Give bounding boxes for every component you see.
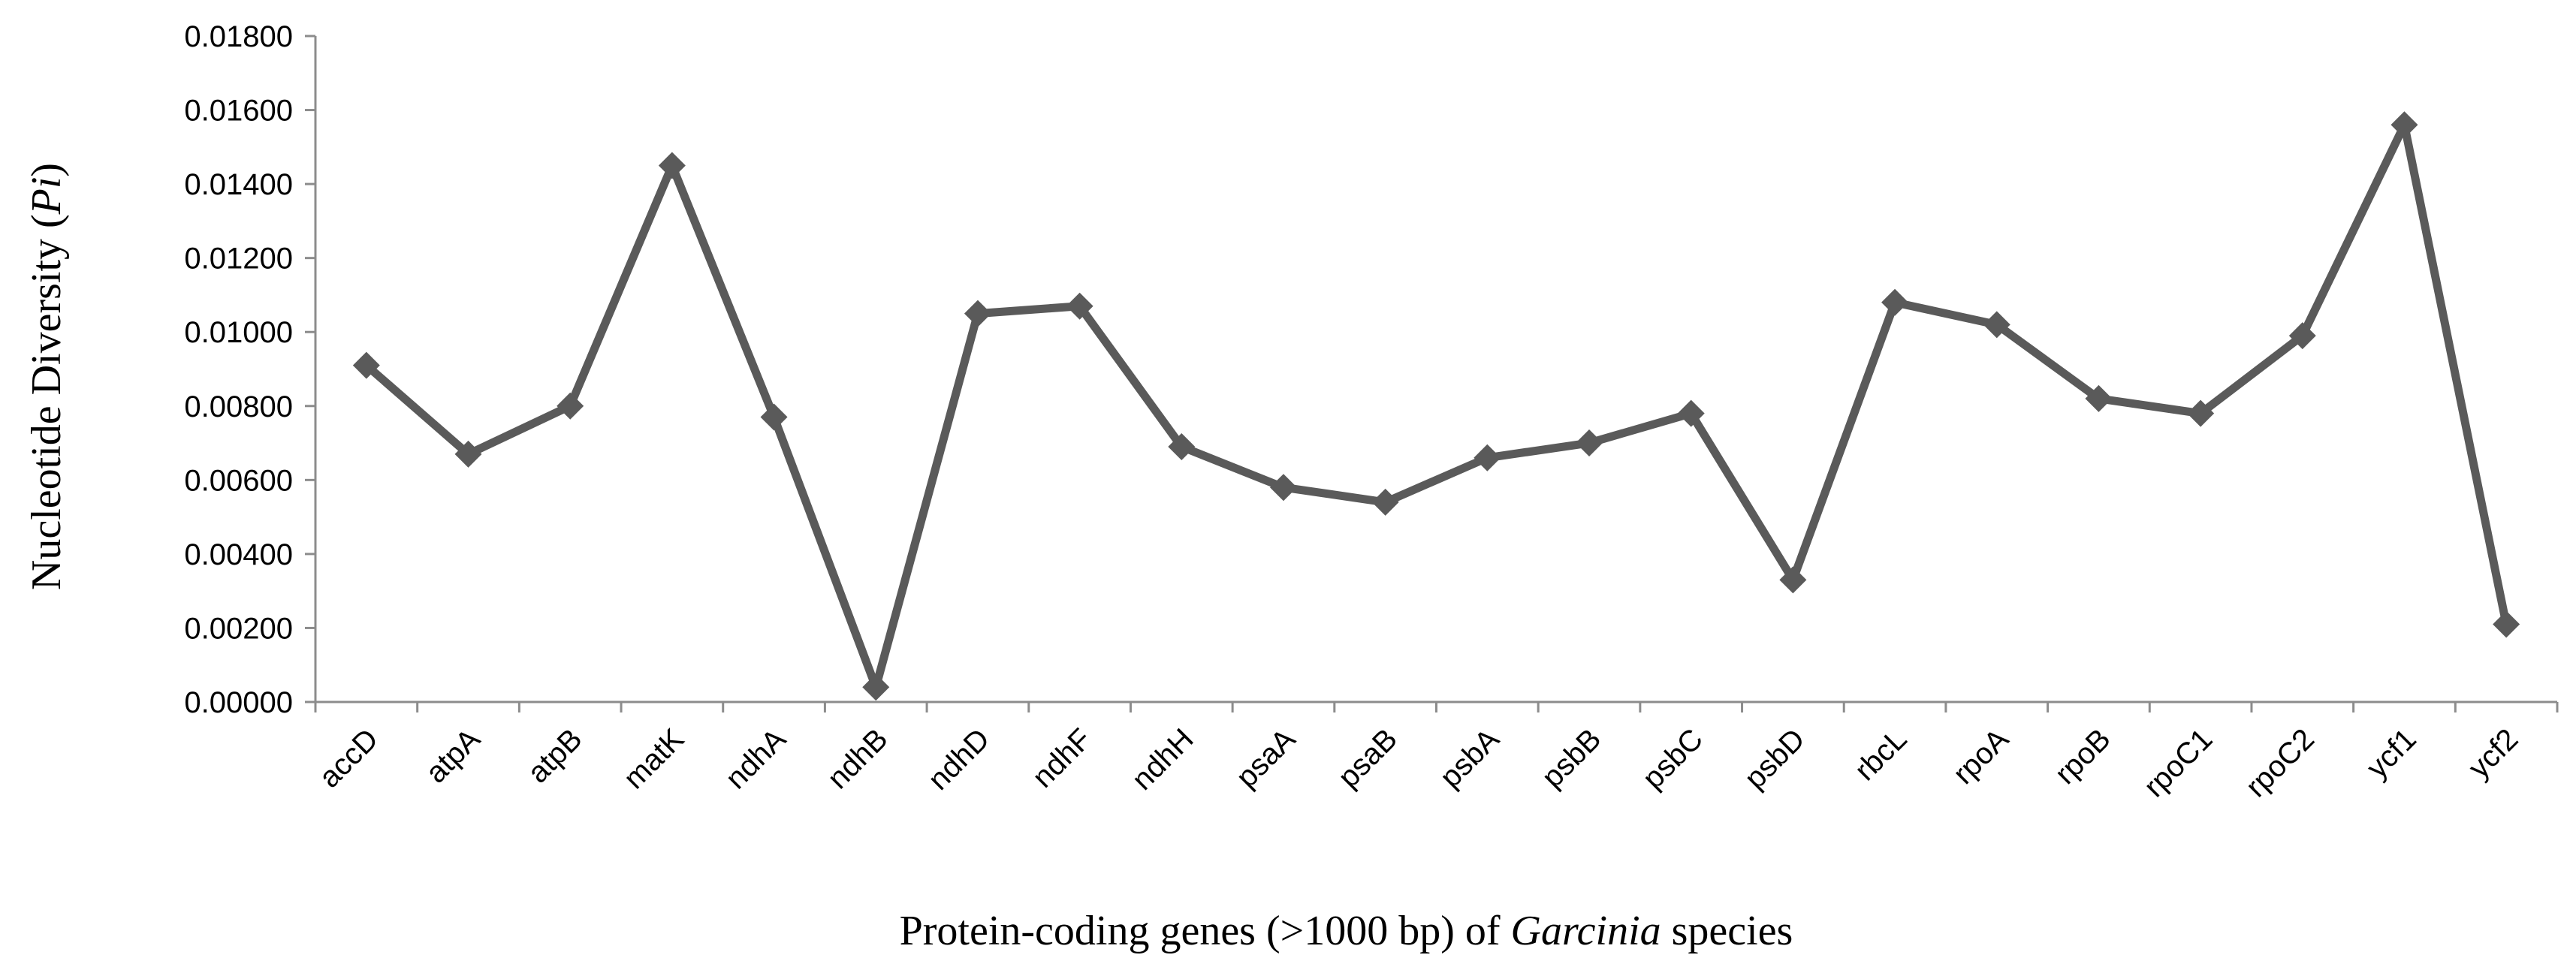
data-point-marker (1779, 566, 1807, 594)
data-point-marker (2187, 399, 2215, 427)
data-point-marker (2085, 384, 2113, 412)
data-point-marker (2493, 610, 2520, 638)
data-point-marker (964, 300, 991, 327)
data-point-marker (1983, 311, 2010, 339)
y-axis-title-prefix: Nucleotide Diversity ( (23, 214, 70, 590)
data-point-marker (454, 440, 482, 468)
data-point-marker (1881, 288, 1909, 316)
x-tick-label: matK (617, 722, 690, 795)
series-line (363, 120, 2511, 691)
y-tick-label: 0.01400 (184, 168, 293, 201)
data-point-marker (1576, 429, 1603, 457)
data-point-marker (1066, 292, 1093, 320)
x-tick-label: ycf1 (2360, 722, 2423, 785)
x-axis-title: Protein-coding genes (>1000 bp) of Garci… (900, 908, 1793, 954)
x-tick-label: ndhH (1126, 722, 1200, 797)
x-axis-title-suffix: species (1661, 908, 1793, 954)
x-tick-label: psbA (1434, 722, 1506, 794)
x-tick-label: rbcL (1848, 722, 1913, 787)
y-axis-title: Nucleotide Diversity (Pi) (23, 163, 70, 590)
x-tick-label: atpA (420, 722, 487, 790)
data-point-marker (352, 351, 380, 379)
x-tick-label: rpoC2 (2240, 722, 2321, 803)
y-tick-label: 0.00600 (184, 464, 293, 497)
y-tick-label: 0.01000 (184, 316, 293, 349)
y-tick-label: 0.01200 (184, 243, 293, 276)
x-tick-label: rpoA (1947, 722, 2015, 791)
y-tick-label: 0.00000 (184, 686, 293, 719)
x-tick-label: ndhA (719, 722, 792, 795)
data-point-marker (1677, 399, 1705, 427)
x-tick-label: ndhB (821, 722, 894, 795)
data-point-marker (862, 673, 890, 701)
data-point-marker (1168, 432, 1196, 460)
x-tick-label: accD (313, 722, 385, 794)
x-axis-title-prefix: Protein-coding genes (>1000 bp) of (900, 908, 1511, 954)
y-axis-title-suffix: ) (23, 163, 70, 177)
y-tick-label: 0.00400 (184, 538, 293, 571)
y-tick-label: 0.00800 (184, 390, 293, 423)
data-point-marker (557, 392, 584, 420)
x-tick-label: ndhD (922, 722, 997, 797)
x-tick-label: rpoB (2049, 722, 2117, 791)
x-tick-label: psaA (1230, 722, 1302, 794)
x-tick-label: psaB (1332, 722, 1404, 794)
y-axis-title-italic: Pi (23, 177, 70, 215)
data-point-marker (2288, 322, 2316, 350)
data-point-marker (2390, 111, 2418, 139)
data-point-marker (1371, 488, 1399, 516)
x-tick-label: rpoC1 (2137, 722, 2219, 803)
x-tick-label: psbC (1636, 722, 1709, 795)
y-tick-label: 0.00200 (184, 612, 293, 645)
x-tick-label: ycf2 (2463, 722, 2525, 785)
x-axis-title-italic: Garcinia (1511, 908, 1661, 954)
y-tick-label: 0.01800 (184, 20, 293, 53)
x-tick-label: ndhF (1026, 722, 1098, 794)
data-point-marker (1474, 444, 1501, 471)
x-tick-label: atpB (521, 722, 588, 789)
data-point-marker (760, 403, 788, 431)
data-point-marker (658, 152, 686, 179)
x-tick-label: psbD (1739, 722, 1811, 795)
x-axis: accD atpA atpB matK ndhA ndhB ndhD ndhF ndhH psaA… (313, 700, 2559, 803)
x-tick-label: psbB (1536, 722, 1608, 794)
y-tick-label: 0.01600 (184, 95, 293, 128)
data-point-marker (1269, 474, 1297, 502)
y-axis: 0.00000 0.00200 0.00400 0.00600 0.00800 0.010… (184, 20, 317, 719)
series (352, 111, 2520, 701)
